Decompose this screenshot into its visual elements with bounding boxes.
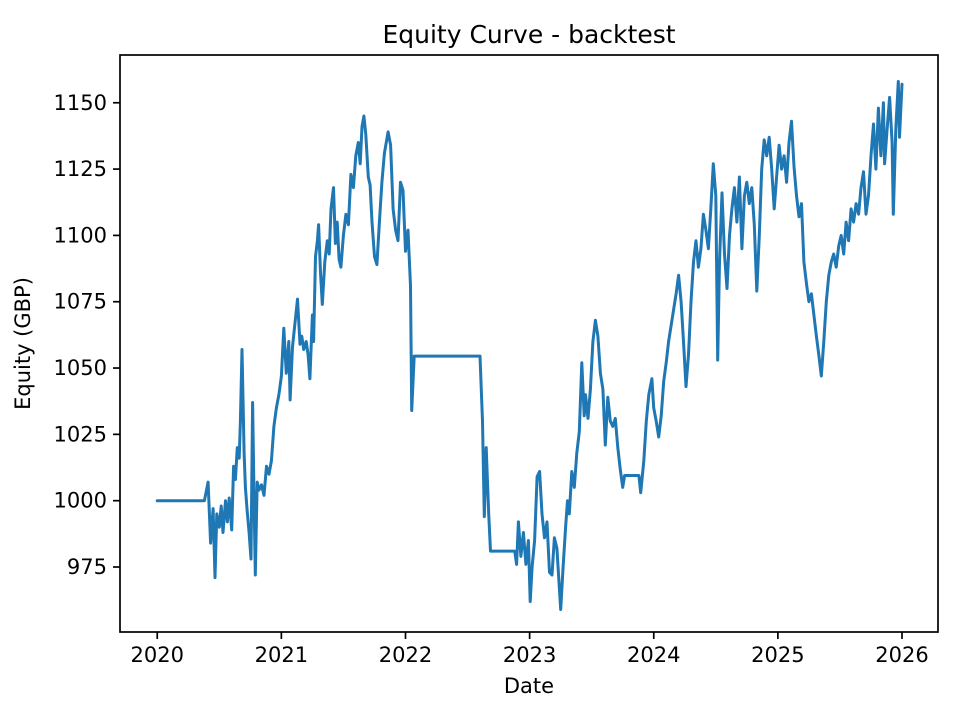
y-tick-label: 1075 [54,290,107,314]
x-axis-ticks: 2020 2021 2022 2023 2024 2025 2026 [131,632,929,667]
y-axis-ticks: 975 1000 1025 1050 1075 1100 1125 1150 [54,91,120,579]
x-tick-label: 2025 [751,643,804,667]
y-axis-label: Equity (GBP) [11,277,35,410]
y-tick-label: 1050 [54,356,107,380]
series-group [155,80,904,611]
x-tick-label: 2021 [255,643,308,667]
y-tick-label: 1125 [54,157,107,181]
x-tick-label: 2023 [503,643,556,667]
x-axis-label: Date [504,674,554,698]
equity-line [155,80,904,611]
x-tick-label: 2020 [131,643,184,667]
x-tick-label: 2024 [627,643,680,667]
y-tick-label: 1025 [54,422,107,446]
x-tick-label: 2026 [875,643,928,667]
x-tick-label: 2022 [379,643,432,667]
y-tick-label: 975 [67,555,107,579]
y-tick-label: 1000 [54,489,107,513]
chart-title: Equity Curve - backtest [382,20,675,49]
y-tick-label: 1100 [54,223,107,247]
y-tick-label: 1150 [54,91,107,115]
